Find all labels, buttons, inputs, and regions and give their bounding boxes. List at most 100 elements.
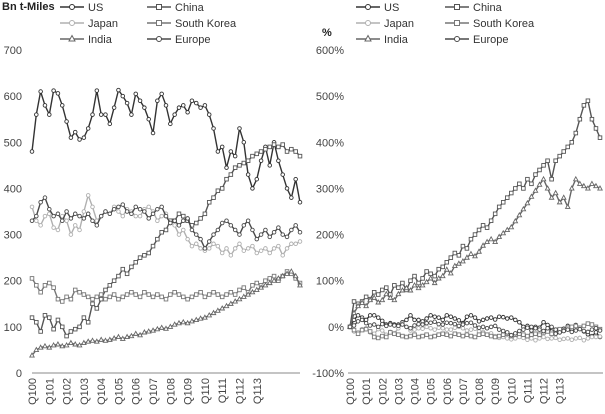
left-point-japan — [198, 246, 203, 251]
left-point-japan — [211, 241, 216, 247]
right-point-india — [564, 203, 571, 209]
right-point-europe — [589, 327, 595, 332]
right-point-europe — [492, 323, 498, 329]
right-point-us — [436, 315, 441, 320]
left-point-europe — [245, 218, 251, 223]
left-point-japan — [194, 241, 199, 247]
left-point-india — [132, 330, 139, 336]
right-point-south-korea — [444, 332, 450, 337]
right-point-south-korea — [424, 332, 429, 337]
left-point-us — [189, 98, 195, 104]
right-point-india — [508, 223, 515, 230]
left-legend-item-japan: Japan — [60, 18, 118, 30]
left-point-europe — [77, 213, 82, 219]
right-point-china — [468, 236, 474, 242]
left-legend: US China Japan South Korea India Europe — [60, 2, 237, 46]
left-legend-label-europe: Europe — [175, 34, 210, 46]
left-point-china — [176, 211, 182, 217]
left-point-europe — [189, 227, 195, 233]
right-x-tick-label: Q107 — [458, 378, 470, 405]
right-point-south-korea — [492, 334, 498, 340]
right-point-india — [588, 180, 595, 186]
left-y-tick-label: 200 — [4, 276, 22, 288]
right-point-india — [593, 182, 599, 189]
right-point-south-korea — [525, 333, 530, 339]
left-point-india — [158, 324, 165, 330]
right-point-india — [576, 180, 583, 186]
left-point-us — [276, 158, 281, 163]
right-point-india — [597, 185, 603, 191]
left-x-tick-label: Q111 — [217, 378, 229, 403]
left-point-japan — [258, 248, 264, 253]
left-point-china — [297, 153, 303, 159]
left-point-us — [284, 186, 290, 191]
left-point-south-korea — [159, 294, 164, 300]
left-point-china — [289, 146, 294, 152]
right-point-india — [367, 296, 374, 303]
right-legend-item-europe: Europe — [445, 34, 508, 46]
right-point-us — [513, 317, 518, 323]
right-point-south-korea — [569, 324, 575, 330]
left-point-us — [155, 98, 160, 104]
left-legend-item-europe: Europe — [147, 34, 210, 46]
right-point-india — [411, 281, 418, 288]
right-point-china — [428, 271, 433, 277]
right-point-india — [383, 290, 390, 297]
right-point-india — [355, 302, 362, 309]
right-point-japan — [412, 327, 417, 332]
left-legend-label-us: US — [88, 2, 103, 14]
right-point-europe — [444, 320, 450, 325]
right-legend-label-india: India — [384, 34, 409, 46]
right-point-south-korea — [412, 332, 417, 337]
left-point-india — [279, 272, 286, 279]
left-point-china — [94, 306, 100, 311]
left-point-china — [38, 329, 43, 334]
right-point-south-korea — [496, 333, 502, 339]
right-legend-label-europe: Europe — [473, 34, 508, 46]
left-point-japan — [189, 243, 195, 249]
right-point-india — [556, 198, 563, 205]
right-x-tick-label: Q105 — [426, 378, 438, 405]
left-point-china — [116, 273, 121, 279]
left-point-europe — [81, 216, 87, 221]
left-point-japan — [68, 232, 74, 237]
left-point-us — [137, 98, 143, 104]
left-legend-label-south-korea: South Korea — [175, 18, 237, 30]
left-point-japan — [34, 218, 39, 223]
right-point-europe — [400, 322, 405, 327]
right-point-europe — [384, 323, 389, 329]
right-point-south-korea — [384, 334, 389, 340]
right-y-tick-label: 500% — [316, 91, 344, 103]
right-point-south-korea — [488, 333, 494, 339]
left-point-india — [184, 319, 191, 326]
right-point-south-korea — [521, 332, 526, 337]
left-point-south-korea — [271, 273, 277, 279]
left-point-india — [236, 295, 243, 302]
left-point-china — [232, 165, 238, 170]
left-point-india — [33, 346, 40, 352]
right-point-india — [552, 189, 559, 196]
right-point-china — [400, 280, 405, 286]
left-point-europe — [258, 232, 264, 237]
right-point-china — [509, 190, 514, 196]
left-point-japan — [137, 213, 143, 219]
left-point-japan — [42, 213, 48, 219]
left-point-south-korea — [137, 294, 143, 300]
left-legend-label-china: China — [175, 2, 205, 14]
right-point-india — [480, 242, 487, 248]
left-point-us — [215, 149, 221, 154]
right-point-south-korea — [355, 331, 361, 337]
left-point-india — [210, 309, 217, 316]
left-point-south-korea — [219, 294, 225, 300]
right-point-india — [488, 235, 495, 242]
left-point-india — [80, 339, 87, 346]
right-point-india — [468, 250, 474, 257]
right-point-south-korea — [549, 331, 554, 337]
left-legend-item-us: US — [60, 2, 103, 14]
left-point-south-korea — [168, 292, 173, 297]
left-point-europe — [51, 213, 56, 219]
left-point-europe — [137, 206, 143, 212]
right-point-south-korea — [380, 333, 385, 339]
right-point-south-korea — [460, 333, 466, 339]
right-point-china — [569, 140, 575, 145]
